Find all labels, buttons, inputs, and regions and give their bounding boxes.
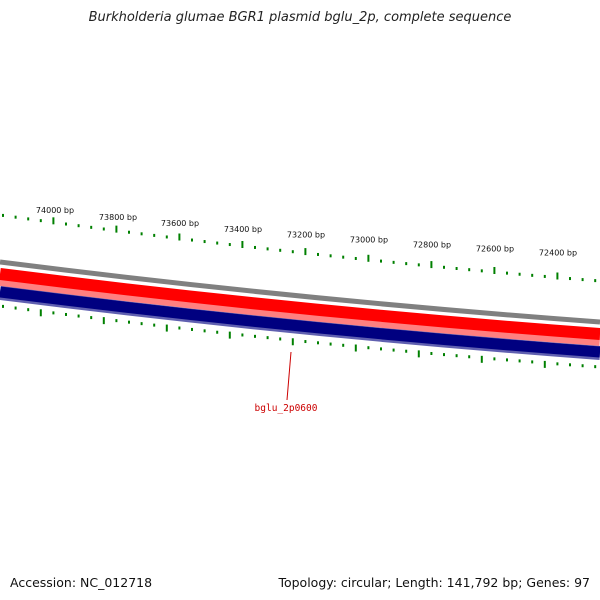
ring-group bbox=[0, 259, 600, 360]
map-title: Burkholderia glumae BGR1 plasmid bglu_2p… bbox=[88, 10, 512, 25]
tick-label: 72800 bp bbox=[413, 240, 451, 249]
backbone-ring bbox=[0, 259, 600, 325]
forward-strand-ring bbox=[0, 268, 600, 340]
tick-label: 73800 bp bbox=[99, 213, 137, 222]
tick-label-group: 74000 bp 73800 bp 73600 bp 73400 bp 73200 bp… bbox=[36, 206, 577, 257]
accession-text: Accession: NC_012718 bbox=[10, 575, 153, 590]
inner-tick-group bbox=[2, 304, 597, 369]
tick-label: 74000 bp bbox=[36, 206, 74, 215]
tick-label: 73400 bp bbox=[224, 225, 262, 234]
tick-label: 73600 bp bbox=[161, 219, 199, 228]
tick-label: 72400 bp bbox=[539, 249, 577, 258]
gene-label[interactable]: bglu_2p0600 bbox=[255, 403, 318, 414]
summary-text: Topology: circular; Length: 141,792 bp; … bbox=[278, 575, 590, 590]
tick-label: 73000 bp bbox=[350, 236, 388, 245]
tick-label: 72600 bp bbox=[476, 245, 514, 254]
outer-tick-group bbox=[2, 213, 597, 283]
reverse-strand-ring bbox=[0, 286, 600, 358]
gene-label-leader bbox=[286, 351, 292, 401]
tick-label: 73200 bp bbox=[287, 231, 325, 240]
